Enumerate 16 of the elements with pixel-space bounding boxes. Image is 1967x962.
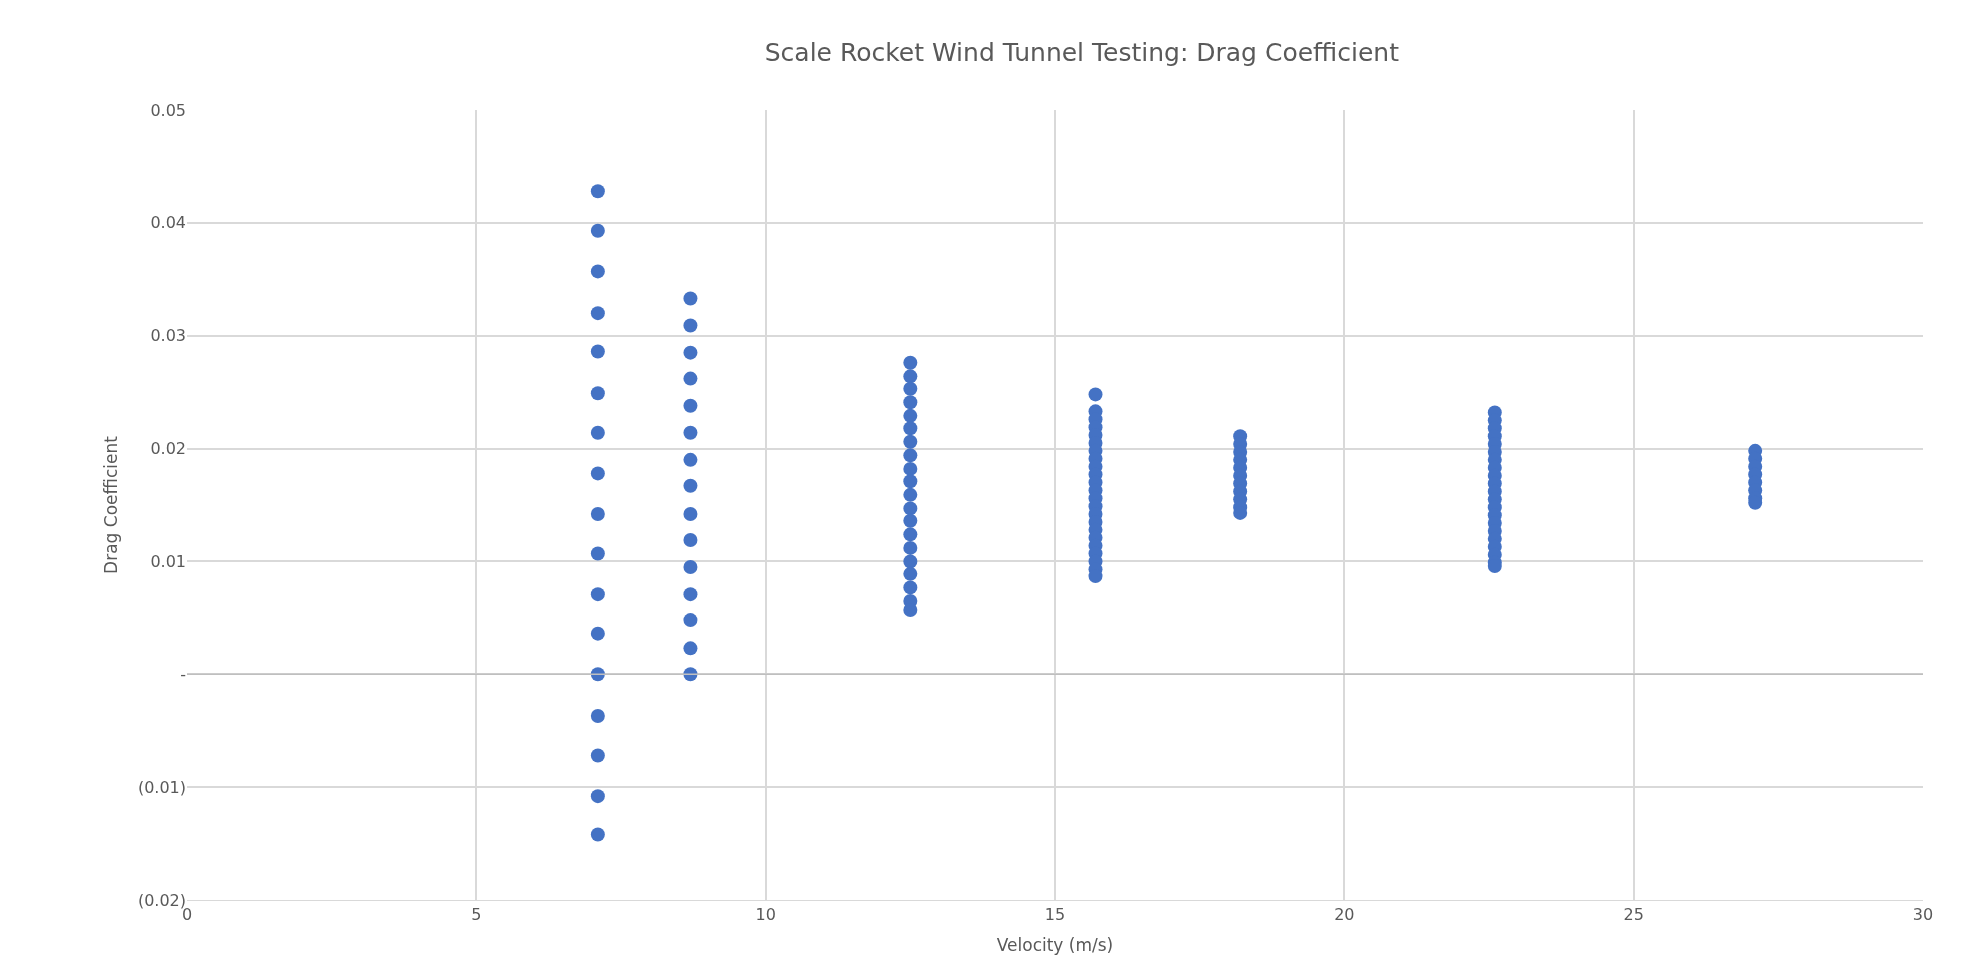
x-tick-label: 15 (1044, 905, 1066, 925)
y-tick-label: 0.02 (150, 439, 186, 459)
y-tick-label: - (180, 664, 186, 684)
y-tick-label: 0.04 (150, 213, 186, 233)
x-tick-label: 20 (1334, 905, 1355, 925)
y-tick-label: (0.01) (137, 777, 186, 797)
y-tick-label: 0.03 (150, 326, 186, 346)
x-tick-label: 5 (471, 905, 482, 925)
y-tick-label: 0.05 (150, 100, 186, 120)
x-tick-label: 10 (755, 905, 776, 925)
x-axis-title: Velocity (m/s) (996, 934, 1114, 955)
y-tick-label: 0.01 (150, 552, 186, 572)
y-axis-title: Drag Coefficient (101, 435, 122, 574)
chart-title: Scale Rocket Wind Tunnel Testing: Drag Coefficient (764, 37, 1400, 67)
x-tick-label: 30 (1912, 905, 1934, 925)
x-tick-label: 25 (1623, 905, 1644, 925)
